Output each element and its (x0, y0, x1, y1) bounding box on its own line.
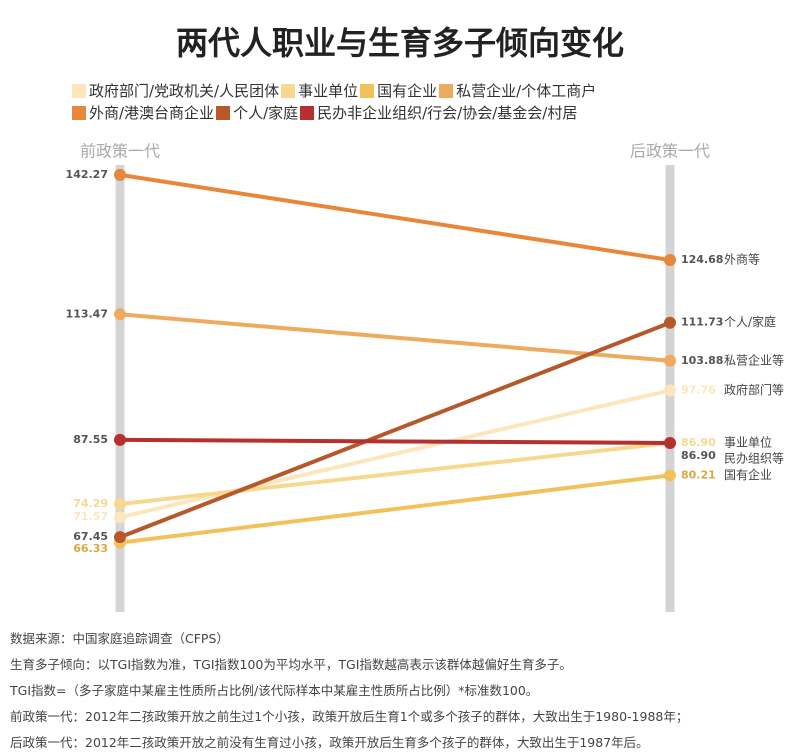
slope-line (119, 473, 671, 545)
legend-swatch (439, 84, 454, 98)
point (664, 354, 676, 367)
point (664, 469, 676, 482)
legend-label: 私营企业/个体工商户 (456, 82, 597, 100)
legend-swatch (300, 106, 315, 120)
note: 后政策一代：2012年二孩政策开放之前没有生育过小孩，政策开放后生育多个孩子的群… (10, 735, 649, 750)
series-label: 外商等 (724, 252, 760, 267)
legend-label: 民办非企业组织/行会/协会/基金会/村居 (317, 104, 578, 122)
point (664, 316, 676, 329)
value-label: 74.29 (73, 497, 108, 510)
slope-line (119, 312, 671, 363)
slope-line (119, 437, 671, 445)
value-label: 71.57 (73, 510, 108, 523)
value-label: 142.27 (66, 168, 108, 181)
value-label: 113.47 (66, 307, 108, 320)
point (114, 168, 126, 181)
legend-label: 个人/家庭 (233, 104, 299, 122)
value-label: 67.45 (73, 530, 108, 543)
series-label: 私营企业等 (724, 352, 784, 367)
slope-line (119, 388, 671, 520)
value-label: 124.68 (681, 253, 723, 266)
value-label: 86.90 (681, 436, 716, 449)
legend-swatch (281, 84, 296, 98)
chart-title: 两代人职业与生育多子倾向变化 (175, 24, 624, 62)
value-label: 103.88 (681, 354, 723, 367)
legend: 政府部门/党政机关/人民团体 事业单位 国有企业 私营企业/个体工商户外商/港澳台商企… (72, 80, 732, 124)
series-label: 个人/家庭 (724, 314, 776, 329)
legend-item: 政府部门/党政机关/人民团体 (72, 80, 279, 102)
legend-swatch (72, 84, 86, 98)
point (114, 433, 126, 446)
legend-item: 外商/港澳台商企业 (72, 102, 214, 124)
value-label: 97.76 (681, 383, 716, 396)
value-label: 86.90 (681, 449, 716, 462)
point (664, 254, 676, 267)
x-label: 前政策一代 (80, 142, 160, 161)
note: 前政策一代：2012年二孩政策开放之前生过1个小孩，政策开放后生育1个或多个孩子… (10, 709, 689, 724)
series-label: 民办组织等 (724, 450, 784, 465)
legend-item: 事业单位 (281, 80, 358, 102)
value-label: 87.55 (73, 433, 108, 446)
slope-line (119, 172, 671, 262)
series-label: 事业单位 (724, 434, 772, 449)
legend-item: 个人/家庭 (216, 102, 298, 124)
slope-line (119, 440, 671, 507)
legend-item: 私营企业/个体工商户 (439, 80, 596, 102)
notes: 数据来源：中国家庭追踪调查（CFPS） 生育多子倾向：以TGI指数为准，TGI指数… (10, 626, 688, 756)
legend-swatch (216, 106, 231, 120)
legend-swatch (360, 84, 375, 98)
point (114, 531, 126, 544)
legend-label: 外商/港澳台商企业 (89, 104, 215, 122)
point (114, 498, 126, 511)
point (664, 384, 676, 397)
legend-label: 国有企业 (377, 82, 438, 100)
legend-label: 政府部门/党政机关/人民团体 (89, 82, 280, 100)
value-label: 66.33 (73, 542, 108, 555)
point (114, 511, 126, 524)
series-label: 政府部门等 (724, 382, 784, 397)
legend-item: 民办非企业组织/行会/协会/基金会/村居 (300, 102, 577, 124)
series-label: 国有企业 (724, 467, 772, 482)
value-label: 111.73 (681, 316, 723, 329)
note: 数据来源：中国家庭追踪调查（CFPS） (10, 631, 229, 646)
slope-line (119, 320, 671, 540)
x-label: 后政策一代 (630, 142, 710, 161)
value-label: 80.21 (681, 468, 716, 481)
point (114, 308, 126, 321)
legend-swatch (72, 106, 86, 120)
note: 生育多子倾向：以TGI指数为准，TGI指数100为平均水平，TGI指数越高表示该… (10, 657, 572, 672)
legend-item: 国有企业 (360, 80, 437, 102)
point (664, 436, 676, 449)
note: TGI指数=（多子家庭中某雇主性质所占比例/该代际样本中某雇主性质所占比例）*标… (10, 683, 539, 698)
legend-label: 事业单位 (298, 82, 359, 100)
